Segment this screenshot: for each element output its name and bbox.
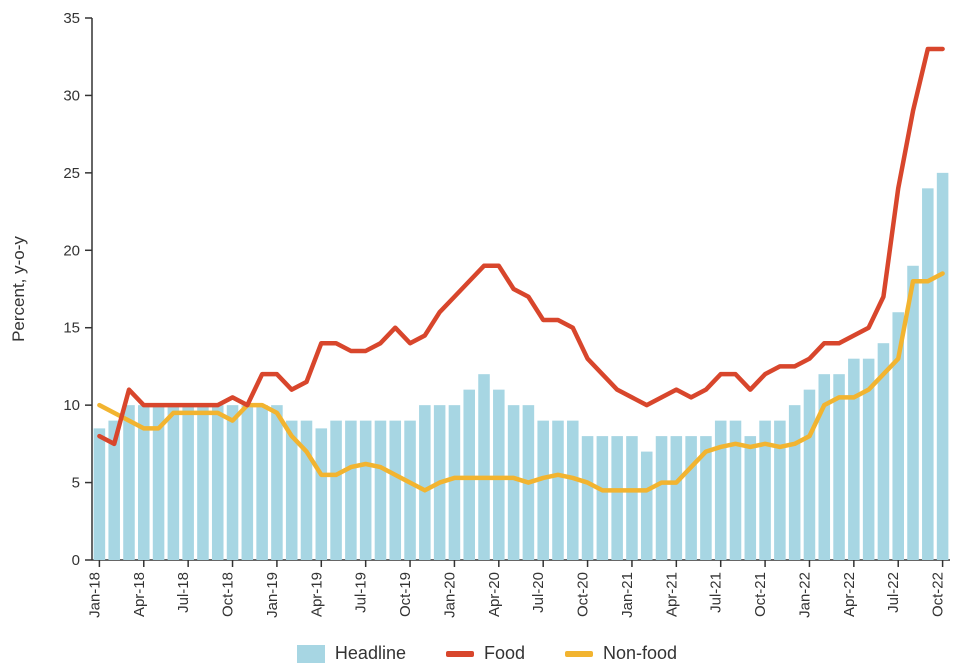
legend-label: Non-food <box>603 643 677 664</box>
legend-item-headline: Headline <box>297 643 406 664</box>
svg-text:5: 5 <box>72 475 80 492</box>
svg-text:Apr-20: Apr-20 <box>486 572 503 617</box>
svg-text:35: 35 <box>63 10 80 27</box>
chart-svg: 0 5 10 15 20 25 30 35 Percent, y-o-y Jan-18 Apr-18… <box>0 0 974 672</box>
svg-text:Percent, y-o-y: Percent, y-o-y <box>9 236 28 342</box>
legend-item-food: Food <box>446 643 525 664</box>
legend-swatch-bar <box>297 645 325 663</box>
svg-text:Jul-22: Jul-22 <box>885 572 902 613</box>
svg-text:Jan-22: Jan-22 <box>796 572 813 618</box>
svg-text:Oct-22: Oct-22 <box>930 572 947 617</box>
svg-text:20: 20 <box>63 242 80 259</box>
svg-text:Jan-18: Jan-18 <box>86 572 103 618</box>
svg-text:30: 30 <box>63 87 80 104</box>
legend-label: Headline <box>335 643 406 664</box>
svg-text:0: 0 <box>72 552 80 569</box>
svg-text:Apr-21: Apr-21 <box>663 572 680 617</box>
svg-text:Oct-18: Oct-18 <box>220 572 237 617</box>
svg-text:10: 10 <box>63 397 80 414</box>
svg-text:Jul-18: Jul-18 <box>175 572 192 613</box>
legend: Headline Food Non-food <box>0 643 974 664</box>
svg-text:Jan-21: Jan-21 <box>619 572 636 618</box>
svg-text:25: 25 <box>63 165 80 182</box>
legend-swatch-line <box>565 651 593 657</box>
svg-text:Jan-20: Jan-20 <box>441 572 458 618</box>
svg-text:Jul-19: Jul-19 <box>353 572 370 613</box>
svg-text:Oct-21: Oct-21 <box>752 572 769 617</box>
svg-text:15: 15 <box>63 320 80 337</box>
svg-text:Jul-21: Jul-21 <box>708 572 725 613</box>
inflation-chart: 0 5 10 15 20 25 30 35 Percent, y-o-y Jan-18 Apr-18… <box>0 0 974 672</box>
legend-item-nonfood: Non-food <box>565 643 677 664</box>
svg-text:Apr-18: Apr-18 <box>131 572 148 617</box>
svg-text:Apr-19: Apr-19 <box>308 572 325 617</box>
svg-text:Oct-20: Oct-20 <box>575 572 592 617</box>
svg-text:Jul-20: Jul-20 <box>530 572 547 613</box>
svg-text:Apr-22: Apr-22 <box>841 572 858 617</box>
svg-text:Oct-19: Oct-19 <box>397 572 414 617</box>
legend-label: Food <box>484 643 525 664</box>
legend-swatch-line <box>446 651 474 657</box>
svg-text:Jan-19: Jan-19 <box>264 572 281 618</box>
